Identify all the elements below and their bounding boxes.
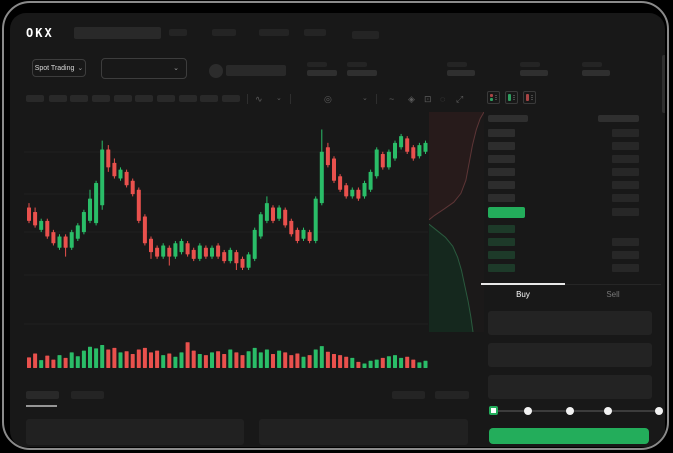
orderbook-bid-row[interactable] — [488, 264, 515, 272]
orderbook-header-skeleton — [598, 115, 639, 122]
expand-icon[interactable]: ⤢ — [456, 94, 464, 104]
orderbook-ask-row[interactable] — [488, 181, 515, 189]
price-input-skeleton[interactable] — [488, 311, 652, 335]
amount-slider-track[interactable] — [494, 410, 659, 412]
orderbook-layout-asks-icon[interactable] — [523, 91, 536, 104]
volume-chart — [24, 338, 428, 368]
buy-tab-underline — [481, 283, 565, 285]
bottom-link-skeleton[interactable] — [435, 391, 469, 399]
orderbook-ask-row[interactable] — [488, 168, 515, 176]
timeframe-button-skeleton[interactable] — [70, 95, 88, 102]
timeframe-button-skeleton[interactable] — [26, 95, 44, 102]
chart-settings-icon[interactable]: ◌ — [440, 94, 446, 104]
bottom-tab-skeleton[interactable] — [71, 391, 104, 399]
orders-panel-skeleton — [259, 419, 468, 445]
timeframe-button-skeleton[interactable] — [135, 95, 153, 102]
timeframe-button-skeleton[interactable] — [200, 95, 218, 102]
slider-stop-100pct[interactable] — [655, 407, 663, 415]
candlestick-chart[interactable] — [24, 110, 428, 334]
scrollbar[interactable] — [662, 55, 665, 113]
search-bar-skeleton[interactable] — [74, 27, 161, 39]
camera-icon[interactable]: ⊡ — [424, 94, 432, 104]
buy-submit-button[interactable] — [489, 428, 649, 444]
orderbook-bid-row[interactable] — [488, 238, 515, 246]
orderbook-ask-row[interactable] — [488, 129, 515, 137]
orderbook-layout-bids-icon[interactable] — [505, 91, 518, 104]
timeframe-button-skeleton[interactable] — [222, 95, 240, 102]
total-input-skeleton[interactable] — [488, 375, 652, 399]
slider-stop-75pct[interactable] — [604, 407, 612, 415]
orderbook-ask-size — [612, 194, 639, 202]
chevron-down-icon: ⌄ — [77, 64, 84, 72]
nav-item-skeleton[interactable] — [259, 29, 289, 36]
orderbook-bid-row[interactable] — [488, 251, 515, 259]
slider-stop-25pct[interactable] — [524, 407, 532, 415]
orderbook-header-skeleton — [488, 115, 528, 122]
amount-input-skeleton[interactable] — [488, 343, 652, 367]
orderbook-bid-row[interactable] — [488, 225, 515, 233]
timeframe-button-skeleton[interactable] — [179, 95, 197, 102]
nav-item-skeleton[interactable] — [304, 29, 326, 36]
okx-logo: OKX — [26, 26, 54, 40]
orderbook-ask-row[interactable] — [488, 194, 515, 202]
orders-panel-skeleton — [26, 419, 244, 445]
tab-bar-divider — [481, 284, 661, 285]
interval-icon[interactable]: ∿ — [255, 94, 263, 104]
trading-app-window: OKX Spot Trading ⌄ ⌄ — [10, 13, 665, 447]
nav-item-skeleton[interactable] — [212, 29, 236, 36]
indicator-chevron-icon[interactable]: ⌄ — [362, 95, 368, 102]
toolbar-divider — [376, 94, 377, 104]
orderbook-ask-row[interactable] — [488, 155, 515, 163]
orderbook-ask-row[interactable] — [488, 142, 515, 150]
interval-chevron-icon[interactable]: ⌄ — [276, 95, 282, 102]
orderbook-ask-size — [612, 142, 639, 150]
tab-buy[interactable]: Buy — [516, 290, 530, 299]
slider-handle-0pct[interactable] — [489, 406, 498, 415]
market-type-label: Spot Trading — [34, 64, 75, 72]
orderbook-ask-size — [612, 168, 639, 176]
orderbook-layout-both-icon[interactable] — [487, 91, 500, 104]
pair-name-skeleton — [226, 65, 286, 76]
toolbar-divider — [247, 94, 248, 104]
coin-avatar — [209, 64, 223, 78]
indicator-icon[interactable]: ◎ — [324, 94, 332, 104]
last-price-highlight[interactable] — [488, 207, 525, 218]
orderbook-ask-size — [612, 181, 639, 189]
line-tool-icon[interactable]: ~ — [389, 94, 395, 104]
measure-icon[interactable]: ◈ — [408, 94, 415, 104]
nav-item-skeleton[interactable] — [169, 29, 187, 36]
pair-dropdown[interactable]: ⌄ — [101, 58, 187, 79]
bottom-link-skeleton[interactable] — [392, 391, 425, 399]
orderbook-ask-size — [612, 155, 639, 163]
bottom-tab-skeleton-active[interactable] — [26, 391, 59, 399]
timeframe-button-skeleton[interactable] — [114, 95, 132, 102]
orderbook-bid-size — [612, 238, 639, 246]
depth-chart — [428, 111, 485, 333]
tab-sell[interactable]: Sell — [606, 290, 620, 299]
orderbook-ask-size — [612, 129, 639, 137]
market-type-dropdown[interactable]: Spot Trading ⌄ — [32, 59, 86, 77]
active-tab-underline — [26, 405, 57, 407]
last-price-size — [612, 208, 639, 216]
orderbook-bid-size — [612, 251, 639, 259]
nav-item-skeleton[interactable] — [352, 31, 379, 39]
toolbar-divider — [290, 94, 291, 104]
timeframe-button-skeleton[interactable] — [49, 95, 67, 102]
slider-stop-50pct[interactable] — [566, 407, 574, 415]
timeframe-button-skeleton[interactable] — [92, 95, 110, 102]
timeframe-button-skeleton[interactable] — [157, 95, 175, 102]
chevron-down-icon: ⌄ — [173, 65, 179, 72]
orderbook-bid-size — [612, 264, 639, 272]
